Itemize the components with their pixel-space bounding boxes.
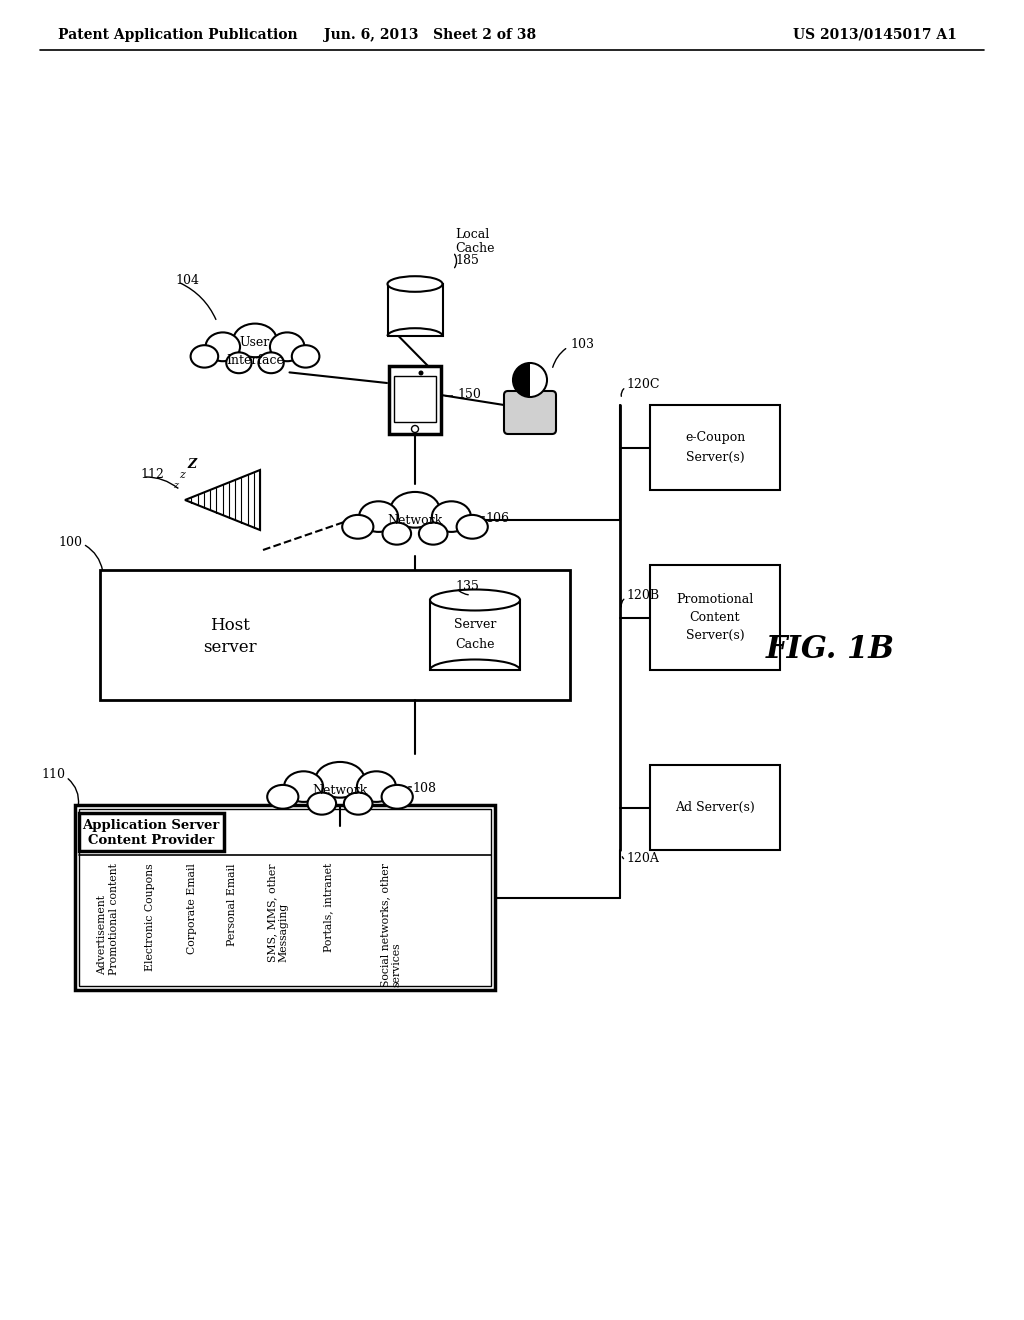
- Text: 108: 108: [412, 781, 436, 795]
- Circle shape: [419, 371, 424, 375]
- Bar: [100, 570, 570, 700]
- Text: Network: Network: [387, 513, 442, 527]
- Text: 150: 150: [457, 388, 481, 401]
- Text: Server: Server: [454, 619, 497, 631]
- Circle shape: [513, 363, 547, 397]
- Text: z: z: [179, 470, 185, 480]
- Text: 120B: 120B: [626, 589, 659, 602]
- Text: Electronic Coupons: Electronic Coupons: [145, 863, 155, 970]
- Ellipse shape: [226, 352, 252, 374]
- Bar: [430, 601, 520, 671]
- Ellipse shape: [344, 792, 373, 814]
- Text: 120C: 120C: [626, 379, 659, 392]
- Ellipse shape: [383, 523, 411, 545]
- Text: Content: Content: [690, 611, 740, 624]
- Ellipse shape: [357, 771, 396, 801]
- Ellipse shape: [430, 590, 520, 610]
- Text: server: server: [203, 639, 257, 656]
- Ellipse shape: [190, 346, 218, 367]
- Text: Server(s): Server(s): [686, 451, 744, 465]
- Bar: [387, 284, 442, 337]
- Ellipse shape: [432, 502, 471, 532]
- Ellipse shape: [315, 762, 365, 797]
- Ellipse shape: [307, 792, 336, 814]
- Ellipse shape: [284, 771, 324, 801]
- Text: Corporate Email: Corporate Email: [187, 863, 197, 954]
- Text: 120A: 120A: [626, 851, 658, 865]
- Ellipse shape: [233, 323, 276, 358]
- Ellipse shape: [342, 515, 374, 539]
- Ellipse shape: [419, 523, 447, 545]
- Text: Cache: Cache: [455, 242, 495, 255]
- Text: Z: Z: [187, 458, 197, 471]
- Wedge shape: [530, 364, 546, 396]
- Ellipse shape: [390, 492, 439, 528]
- Text: Portals, intranet: Portals, intranet: [323, 863, 333, 952]
- Text: z: z: [173, 480, 178, 490]
- Bar: [650, 766, 780, 850]
- Text: US 2013/0145017 A1: US 2013/0145017 A1: [793, 28, 957, 42]
- Text: 100: 100: [58, 536, 82, 549]
- Text: Interface: Interface: [226, 354, 284, 367]
- Ellipse shape: [270, 333, 304, 362]
- Text: 110: 110: [41, 768, 65, 781]
- Text: FIG. 1B: FIG. 1B: [766, 635, 895, 665]
- Text: Local: Local: [455, 228, 489, 242]
- Bar: [75, 805, 495, 990]
- Text: 112: 112: [140, 469, 164, 482]
- Bar: [389, 366, 441, 434]
- Text: User: User: [240, 335, 270, 348]
- Text: Personal Email: Personal Email: [227, 863, 237, 945]
- Text: Content Provider: Content Provider: [88, 834, 214, 847]
- Text: e-Coupon: e-Coupon: [685, 432, 745, 444]
- Text: 135: 135: [455, 581, 479, 594]
- Bar: [79, 809, 490, 986]
- Text: Jun. 6, 2013   Sheet 2 of 38: Jun. 6, 2013 Sheet 2 of 38: [324, 28, 536, 42]
- Bar: [79, 813, 224, 851]
- Ellipse shape: [359, 502, 398, 532]
- Ellipse shape: [258, 352, 284, 374]
- Text: Patent Application Publication: Patent Application Publication: [58, 28, 298, 42]
- Text: Cache: Cache: [456, 639, 495, 652]
- Text: 106: 106: [485, 511, 509, 524]
- Ellipse shape: [457, 515, 487, 539]
- Ellipse shape: [292, 346, 319, 367]
- Text: Host: Host: [210, 616, 250, 634]
- Ellipse shape: [387, 276, 442, 292]
- Text: Application Server: Application Server: [82, 818, 220, 832]
- Bar: [394, 376, 436, 422]
- Text: Ad Server(s): Ad Server(s): [675, 801, 755, 814]
- Text: Advertisement
Promotional content: Advertisement Promotional content: [97, 863, 119, 975]
- Text: 103: 103: [570, 338, 594, 351]
- Text: Promotional: Promotional: [677, 593, 754, 606]
- Ellipse shape: [382, 785, 413, 809]
- Text: 185: 185: [455, 255, 479, 268]
- Bar: [650, 565, 780, 671]
- Bar: [650, 405, 780, 490]
- Ellipse shape: [206, 333, 240, 362]
- Text: Social networks, other
services: Social networks, other services: [380, 863, 401, 987]
- Ellipse shape: [267, 785, 298, 809]
- Text: Server(s): Server(s): [686, 630, 744, 642]
- Text: 104: 104: [175, 273, 199, 286]
- FancyBboxPatch shape: [504, 391, 556, 434]
- Text: SMS, MMS, other
Messaging: SMS, MMS, other Messaging: [267, 863, 289, 961]
- Text: Network: Network: [312, 784, 368, 796]
